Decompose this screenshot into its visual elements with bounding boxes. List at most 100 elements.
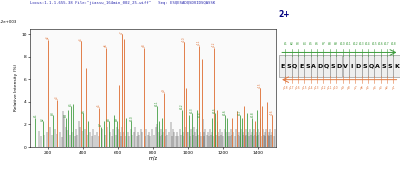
Text: b12: b12: [352, 42, 358, 46]
FancyBboxPatch shape: [349, 55, 355, 77]
Text: S: S: [331, 64, 335, 69]
FancyBboxPatch shape: [387, 55, 393, 77]
Text: y12: y12: [212, 42, 216, 47]
Text: E: E: [280, 64, 284, 69]
Text: b9: b9: [115, 117, 119, 121]
Text: b2: b2: [41, 117, 45, 121]
FancyBboxPatch shape: [362, 55, 368, 77]
Text: y1: y1: [392, 86, 395, 90]
Text: S: S: [362, 64, 367, 69]
Text: S: S: [305, 64, 310, 69]
Text: y15: y15: [258, 82, 262, 88]
X-axis label: m/z: m/z: [148, 156, 158, 161]
Text: b7: b7: [322, 42, 325, 46]
Text: D: D: [318, 64, 323, 69]
Text: b13: b13: [190, 107, 194, 113]
FancyBboxPatch shape: [336, 55, 342, 77]
Text: b4: b4: [302, 42, 306, 46]
Text: y11: y11: [327, 86, 332, 90]
Text: b4: b4: [64, 113, 68, 117]
Y-axis label: Relative Intensity (%): Relative Intensity (%): [14, 64, 18, 111]
Text: y7: y7: [120, 30, 124, 34]
FancyBboxPatch shape: [342, 55, 349, 77]
FancyBboxPatch shape: [374, 55, 380, 77]
Text: b6: b6: [82, 109, 86, 113]
Text: b12: b12: [180, 104, 184, 109]
Text: b5: b5: [309, 42, 313, 46]
Text: y4: y4: [79, 37, 83, 41]
Text: 1.2e+003: 1.2e+003: [0, 20, 17, 24]
Text: y9: y9: [162, 89, 166, 92]
Text: b18: b18: [390, 42, 396, 46]
Text: b14: b14: [365, 42, 371, 46]
Text: S: S: [286, 64, 291, 69]
Text: b1: b1: [33, 113, 37, 117]
Text: y2: y2: [46, 36, 50, 39]
FancyBboxPatch shape: [311, 55, 317, 77]
Text: y9: y9: [341, 86, 344, 90]
Text: y2: y2: [385, 86, 389, 90]
Text: y10: y10: [182, 36, 186, 42]
Text: b11: b11: [154, 100, 158, 106]
Text: b5: b5: [69, 102, 73, 106]
Text: y16: y16: [295, 86, 301, 90]
Text: y17: y17: [289, 86, 294, 90]
FancyBboxPatch shape: [330, 55, 336, 77]
Text: b13: b13: [359, 42, 364, 46]
Text: S: S: [388, 64, 392, 69]
Text: b10: b10: [130, 115, 134, 121]
Text: D: D: [337, 64, 342, 69]
Text: y12: y12: [321, 86, 326, 90]
Text: Q: Q: [324, 64, 329, 69]
Text: y8: y8: [142, 44, 146, 47]
FancyBboxPatch shape: [317, 55, 323, 77]
Text: b15: b15: [212, 107, 216, 113]
Text: y16: y16: [270, 109, 274, 115]
Text: y15: y15: [302, 86, 307, 90]
Text: y14: y14: [308, 86, 314, 90]
Text: b18: b18: [250, 112, 254, 117]
FancyBboxPatch shape: [394, 55, 400, 77]
Text: b3: b3: [296, 42, 300, 46]
Text: b16: b16: [223, 109, 227, 115]
Text: b6: b6: [315, 42, 319, 46]
Text: b17: b17: [384, 42, 390, 46]
FancyBboxPatch shape: [298, 55, 304, 77]
Text: b7: b7: [99, 122, 103, 126]
Text: y18: y18: [282, 86, 288, 90]
FancyBboxPatch shape: [381, 55, 387, 77]
FancyBboxPatch shape: [324, 55, 330, 77]
Text: y3: y3: [55, 96, 59, 99]
Text: S: S: [382, 64, 386, 69]
Text: y10: y10: [333, 86, 339, 90]
Text: Locus:1.1.1.655.38 File:"jiassu_164min_002_25.wiff"   Seq: ESQESADQSDVIDSQASSK: Locus:1.1.1.655.38 File:"jiassu_164min_0…: [30, 1, 215, 5]
Text: y8: y8: [347, 86, 351, 90]
Text: A: A: [312, 64, 316, 69]
Text: b10: b10: [340, 42, 345, 46]
FancyBboxPatch shape: [292, 55, 298, 77]
Text: y5: y5: [97, 103, 101, 107]
FancyBboxPatch shape: [285, 55, 292, 77]
FancyBboxPatch shape: [355, 55, 362, 77]
Text: b2: b2: [290, 42, 294, 46]
Text: I: I: [351, 64, 353, 69]
Text: b3: b3: [51, 111, 55, 115]
Text: y6: y6: [104, 44, 108, 47]
Text: Q: Q: [292, 64, 298, 69]
Text: y13: y13: [314, 86, 320, 90]
Text: Q: Q: [368, 64, 374, 69]
Text: y5: y5: [366, 86, 370, 90]
FancyBboxPatch shape: [304, 55, 311, 77]
Text: y6: y6: [360, 86, 364, 90]
FancyBboxPatch shape: [279, 55, 285, 77]
Text: E: E: [299, 64, 303, 69]
Text: 2+: 2+: [278, 10, 290, 19]
Text: b11: b11: [346, 42, 352, 46]
Text: V: V: [343, 64, 348, 69]
Text: y4: y4: [372, 86, 376, 90]
Text: A: A: [375, 64, 380, 69]
Text: b14: b14: [198, 112, 202, 117]
Text: b8: b8: [328, 42, 332, 46]
Text: b17: b17: [238, 109, 242, 115]
Text: b1: b1: [283, 42, 287, 46]
